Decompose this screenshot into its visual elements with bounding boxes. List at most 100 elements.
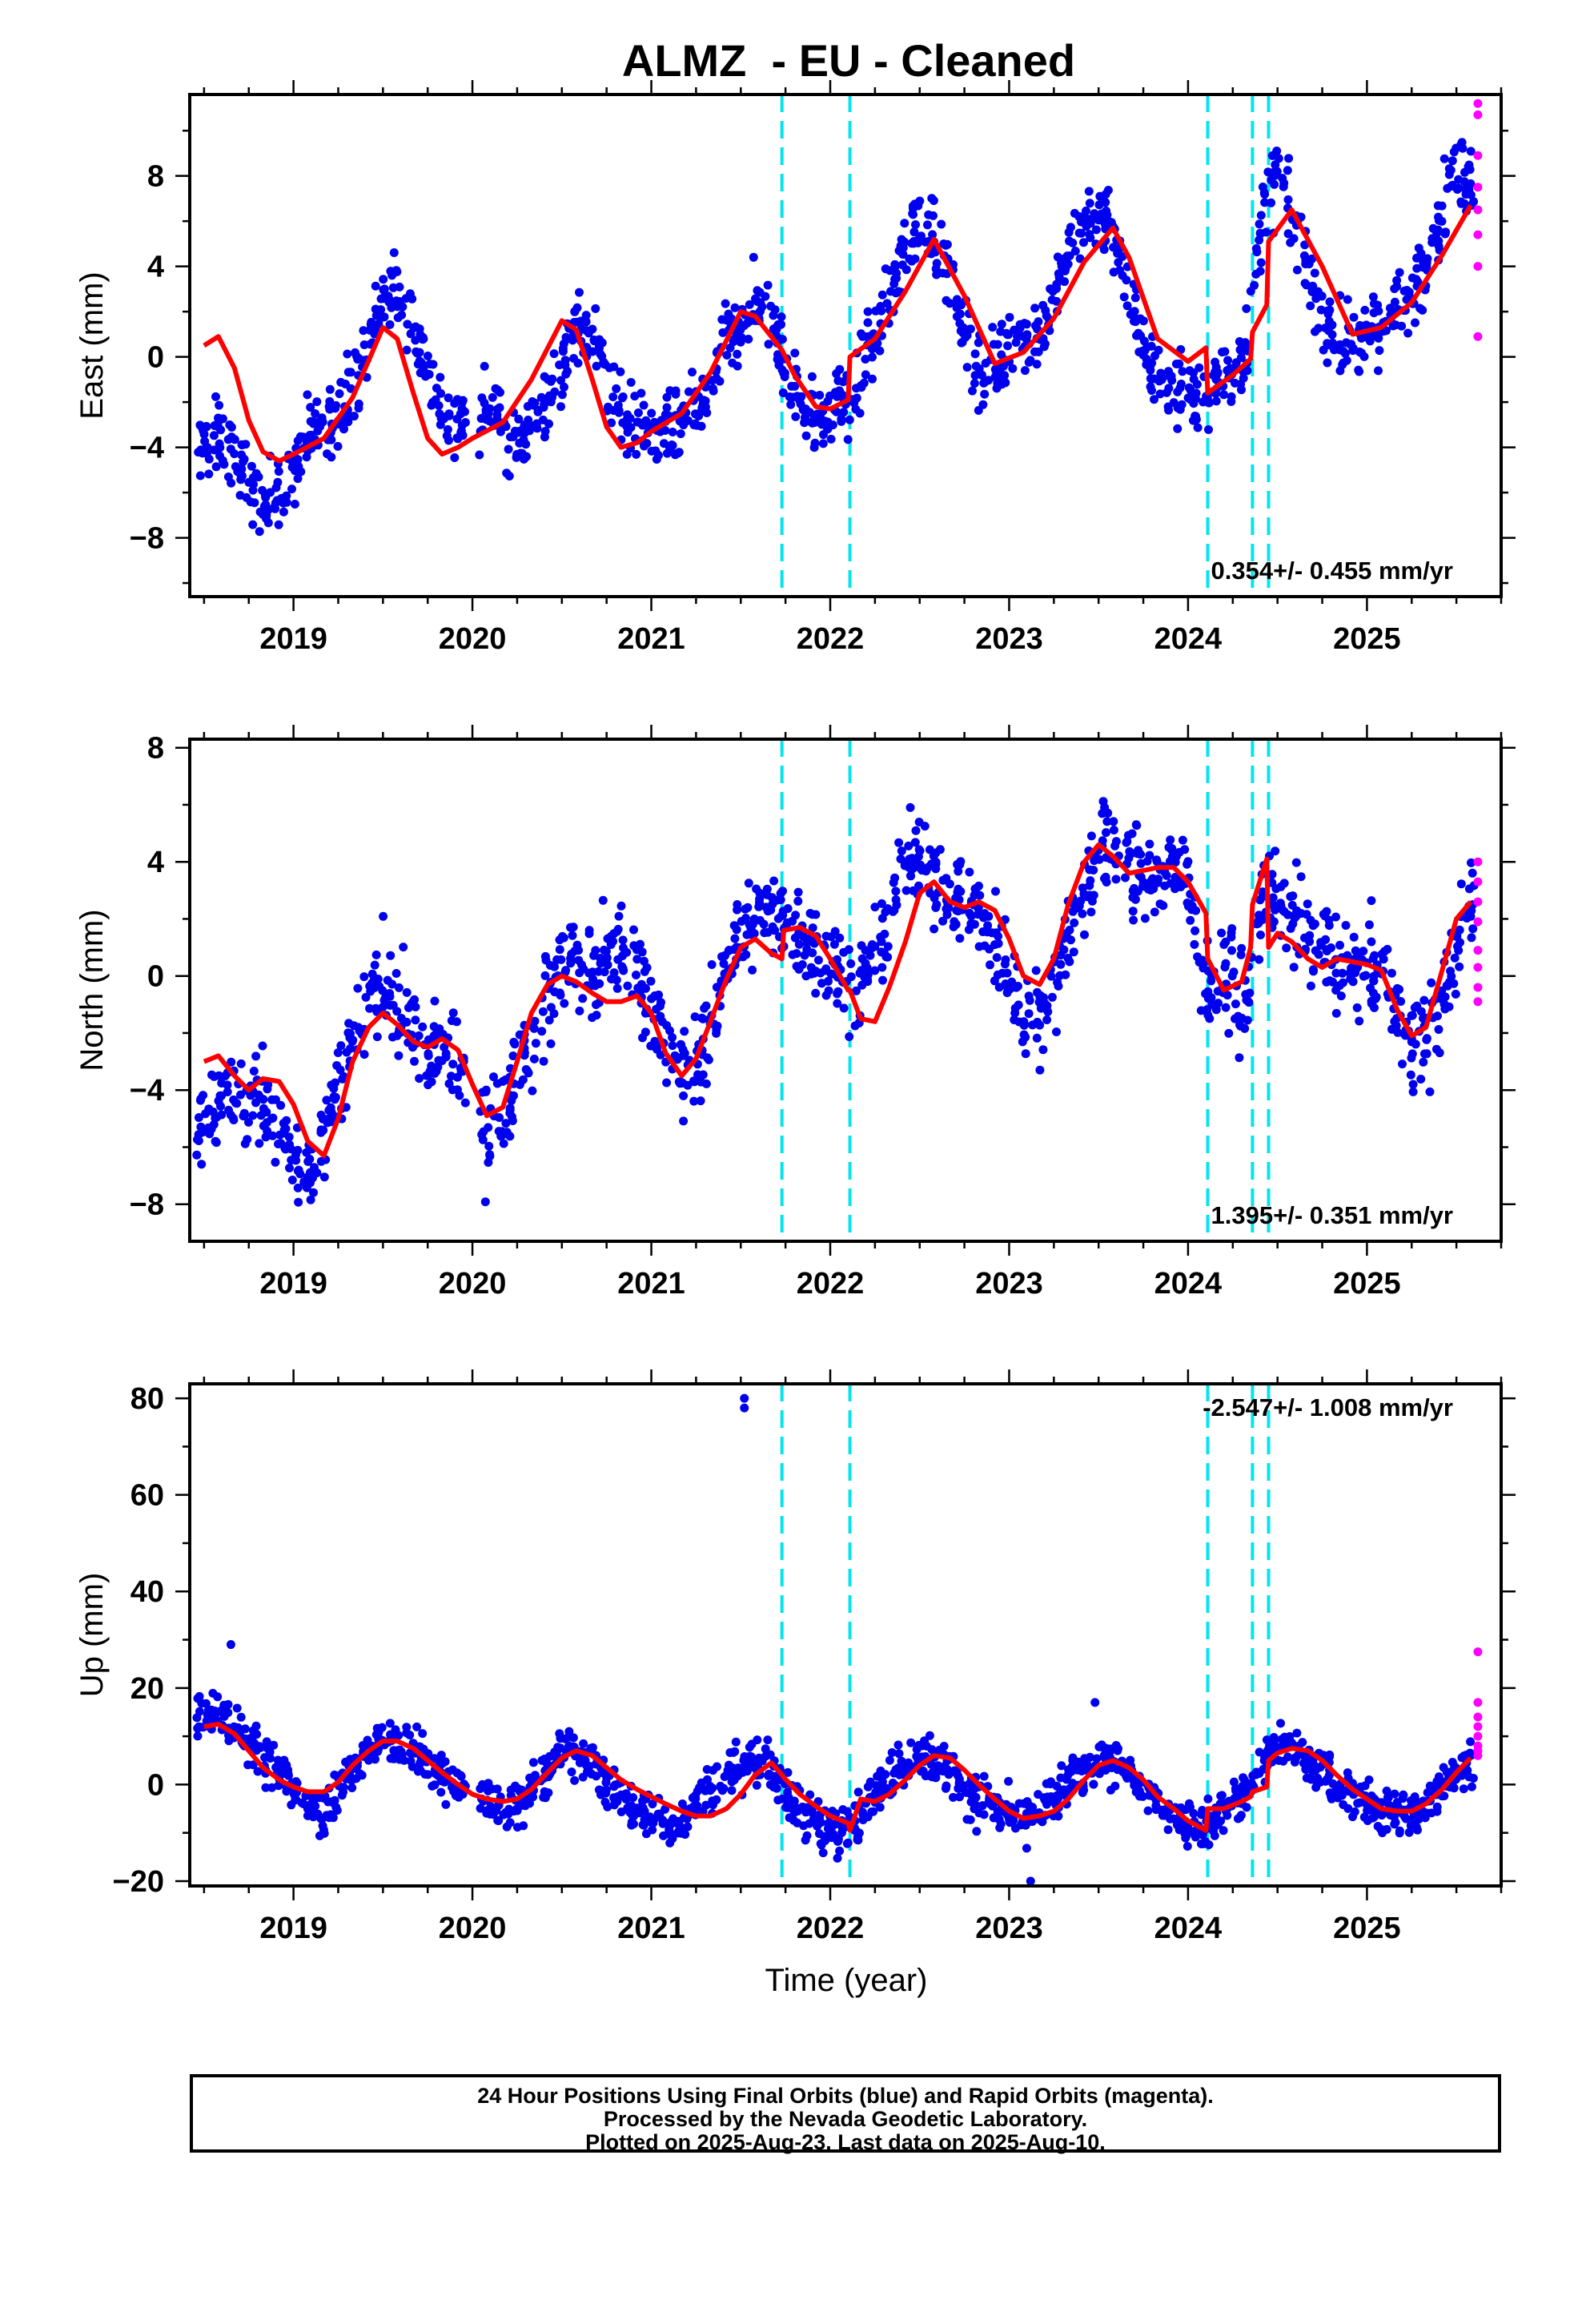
final-point	[1326, 340, 1335, 350]
final-point	[1136, 858, 1146, 868]
final-point	[367, 317, 376, 327]
final-point	[1401, 1814, 1411, 1823]
final-point	[801, 1835, 810, 1845]
final-point	[448, 1085, 457, 1095]
final-point	[813, 955, 823, 965]
final-point	[478, 1779, 488, 1789]
final-point	[248, 520, 258, 529]
x-tick-label: 2025	[1333, 622, 1401, 656]
final-point	[865, 951, 875, 960]
final-point	[374, 1727, 383, 1737]
final-point	[330, 1795, 339, 1805]
final-point	[646, 1041, 656, 1051]
final-point	[601, 1785, 611, 1795]
final-point	[1390, 1017, 1399, 1026]
final-point	[801, 431, 811, 440]
final-point	[424, 1770, 433, 1779]
final-point	[970, 919, 979, 929]
final-point	[616, 901, 626, 911]
final-point	[955, 1792, 964, 1802]
final-point	[654, 451, 663, 460]
final-point	[436, 372, 445, 382]
final-point	[327, 1811, 336, 1820]
final-point	[305, 1154, 315, 1164]
final-point	[1019, 1030, 1029, 1039]
final-point	[897, 260, 907, 270]
final-point	[505, 432, 515, 442]
final-point	[715, 376, 725, 386]
final-point	[1255, 955, 1264, 964]
final-point	[709, 386, 718, 396]
final-point	[363, 1735, 372, 1745]
final-point	[1195, 363, 1204, 372]
final-point	[654, 990, 664, 999]
final-point	[1325, 976, 1335, 986]
final-point	[938, 1767, 948, 1776]
final-point	[1450, 953, 1460, 963]
final-point	[274, 520, 283, 529]
final-point	[512, 1804, 521, 1814]
final-point	[1449, 147, 1459, 157]
x-tick-label: 2019	[259, 622, 327, 656]
final-point	[1276, 901, 1286, 911]
rapid-point	[1473, 151, 1483, 160]
final-point	[1260, 198, 1270, 207]
final-point	[555, 1729, 564, 1739]
final-point	[1155, 899, 1165, 909]
final-point	[333, 1048, 343, 1057]
final-point	[998, 370, 1007, 380]
final-point	[568, 931, 577, 940]
final-point	[495, 1113, 504, 1122]
final-point	[1335, 366, 1345, 376]
final-point	[193, 1731, 203, 1741]
final-point	[584, 929, 594, 939]
final-point	[1425, 1781, 1435, 1791]
final-point	[1186, 915, 1195, 925]
final-point	[1434, 1025, 1443, 1034]
final-point	[679, 1091, 689, 1100]
final-point	[1407, 1796, 1415, 1805]
final-point	[1143, 1806, 1153, 1815]
final-point	[1323, 358, 1332, 368]
final-point	[1090, 209, 1099, 219]
final-point	[668, 1041, 677, 1051]
final-point	[1271, 884, 1281, 894]
final-point	[353, 983, 363, 993]
final-point	[287, 1800, 296, 1810]
final-point	[391, 296, 401, 306]
final-point	[508, 1112, 516, 1122]
final-point	[319, 1792, 329, 1802]
y-tick-label: 4	[147, 251, 164, 284]
final-point	[1136, 850, 1146, 859]
final-point	[392, 267, 402, 276]
final-point	[721, 299, 730, 308]
final-point	[1468, 924, 1478, 934]
final-point	[1425, 1087, 1435, 1096]
final-point	[255, 527, 264, 537]
final-point	[215, 400, 224, 410]
final-point	[805, 1819, 814, 1828]
final-point	[894, 1749, 904, 1759]
final-point	[450, 399, 460, 408]
final-point	[1098, 836, 1107, 846]
final-point	[907, 854, 917, 863]
panel-3: 2019 2020 2021 2022 2023 2024 2025 −20 0 20 40 60 80…	[74, 1369, 1516, 1945]
final-point	[1466, 1737, 1476, 1747]
final-point	[1304, 259, 1314, 269]
final-point	[1327, 943, 1335, 952]
final-point	[1327, 320, 1337, 330]
final-point	[406, 329, 416, 339]
final-point	[737, 917, 746, 926]
final-point	[450, 453, 460, 462]
final-point	[255, 507, 265, 517]
final-point	[1311, 1775, 1320, 1785]
final-point	[1094, 854, 1104, 864]
final-point	[575, 287, 584, 297]
final-point	[560, 999, 569, 1008]
final-point	[357, 1771, 367, 1780]
final-point	[772, 1783, 781, 1793]
final-point	[1306, 981, 1315, 991]
final-point	[1383, 944, 1392, 954]
final-point	[575, 1006, 584, 1015]
final-point	[256, 1111, 266, 1120]
